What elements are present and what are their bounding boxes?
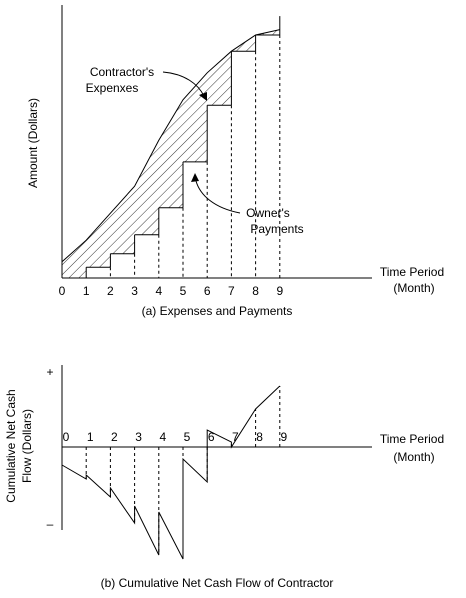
- x-axis-label-a-line2: (Month): [393, 281, 434, 295]
- x-tick-label-a: 4: [155, 284, 162, 298]
- annotation-contractor-line2: Expenxes: [86, 81, 139, 95]
- y-axis-label-b-line1: Cumulative Net Cash: [4, 389, 18, 502]
- contractor-expenses-curve: [61, 29, 280, 263]
- x-tick-label-b: 1: [87, 430, 94, 444]
- annotation-owner-line1: Owner's: [246, 206, 290, 220]
- caption-a: (a) Expenses and Payments: [142, 304, 293, 318]
- y-axis-label-a: Amount (Dollars): [26, 98, 40, 188]
- y-end-minus: –: [47, 517, 54, 531]
- x-tick-labels-a: 0 1 2 3 4 5 6 7 8 9: [59, 284, 284, 298]
- x-tick-label-a: 1: [83, 284, 90, 298]
- x-tick-label-b: 2: [111, 430, 118, 444]
- month-dashed-guides: [109, 35, 281, 278]
- annotation-arrow-contractor: [162, 71, 205, 97]
- x-tick-label-a: 2: [107, 284, 114, 298]
- x-axis-label-b-line2: (Month): [393, 450, 434, 464]
- net-cash-flow-line: [61, 385, 281, 560]
- x-tick-label-b: 5: [184, 430, 191, 444]
- x-tick-label-a: 9: [276, 284, 283, 298]
- x-tick-label-a: 6: [204, 284, 211, 298]
- x-tick-label-b: 9: [280, 430, 287, 444]
- x-tick-label-b: 0: [63, 430, 70, 444]
- x-tick-label-b: 8: [256, 430, 263, 444]
- x-tick-label-a: 7: [228, 284, 235, 298]
- x-axis-label-b-line1: Time Period: [380, 432, 444, 446]
- caption-b: (b) Cumulative Net Cash Flow of Contract…: [101, 576, 334, 590]
- x-tick-label-b: 4: [159, 430, 166, 444]
- x-tick-label-b: 6: [208, 430, 215, 444]
- x-tick-label-a: 8: [252, 284, 259, 298]
- x-tick-label-a: 0: [59, 284, 66, 298]
- hatched-gap-area: [62, 29, 280, 278]
- x-tick-labels-b: 0 1 2 3 4 5 6 7 8 9: [63, 430, 288, 444]
- annotation-arrow-owner: [195, 180, 241, 214]
- arrowhead-owner: [191, 173, 199, 182]
- owner-payments-steps: [62, 16, 281, 279]
- x-axis-label-a-line1: Time Period: [380, 265, 444, 279]
- x-tick-label-b: 3: [135, 430, 142, 444]
- y-end-plus: +: [46, 365, 53, 379]
- x-tick-label-a: 3: [131, 284, 138, 298]
- annotation-owner-line2: Payments: [250, 222, 303, 236]
- annotation-contractor-line1: Contractor's: [90, 65, 154, 79]
- x-tick-label-a: 5: [180, 284, 187, 298]
- arrowhead-contractor: [199, 92, 207, 101]
- hatched-region: [62, 29, 280, 278]
- panel-b-cumulative-net-cash-flow: 0 1 2 3 4 5 6 7 8 9 + – Cumulative Net Cash Flow …: [4, 365, 444, 590]
- y-axis-label-b-line2: Flow (Dollars): [20, 409, 34, 483]
- x-tick-label-b: 7: [232, 430, 239, 444]
